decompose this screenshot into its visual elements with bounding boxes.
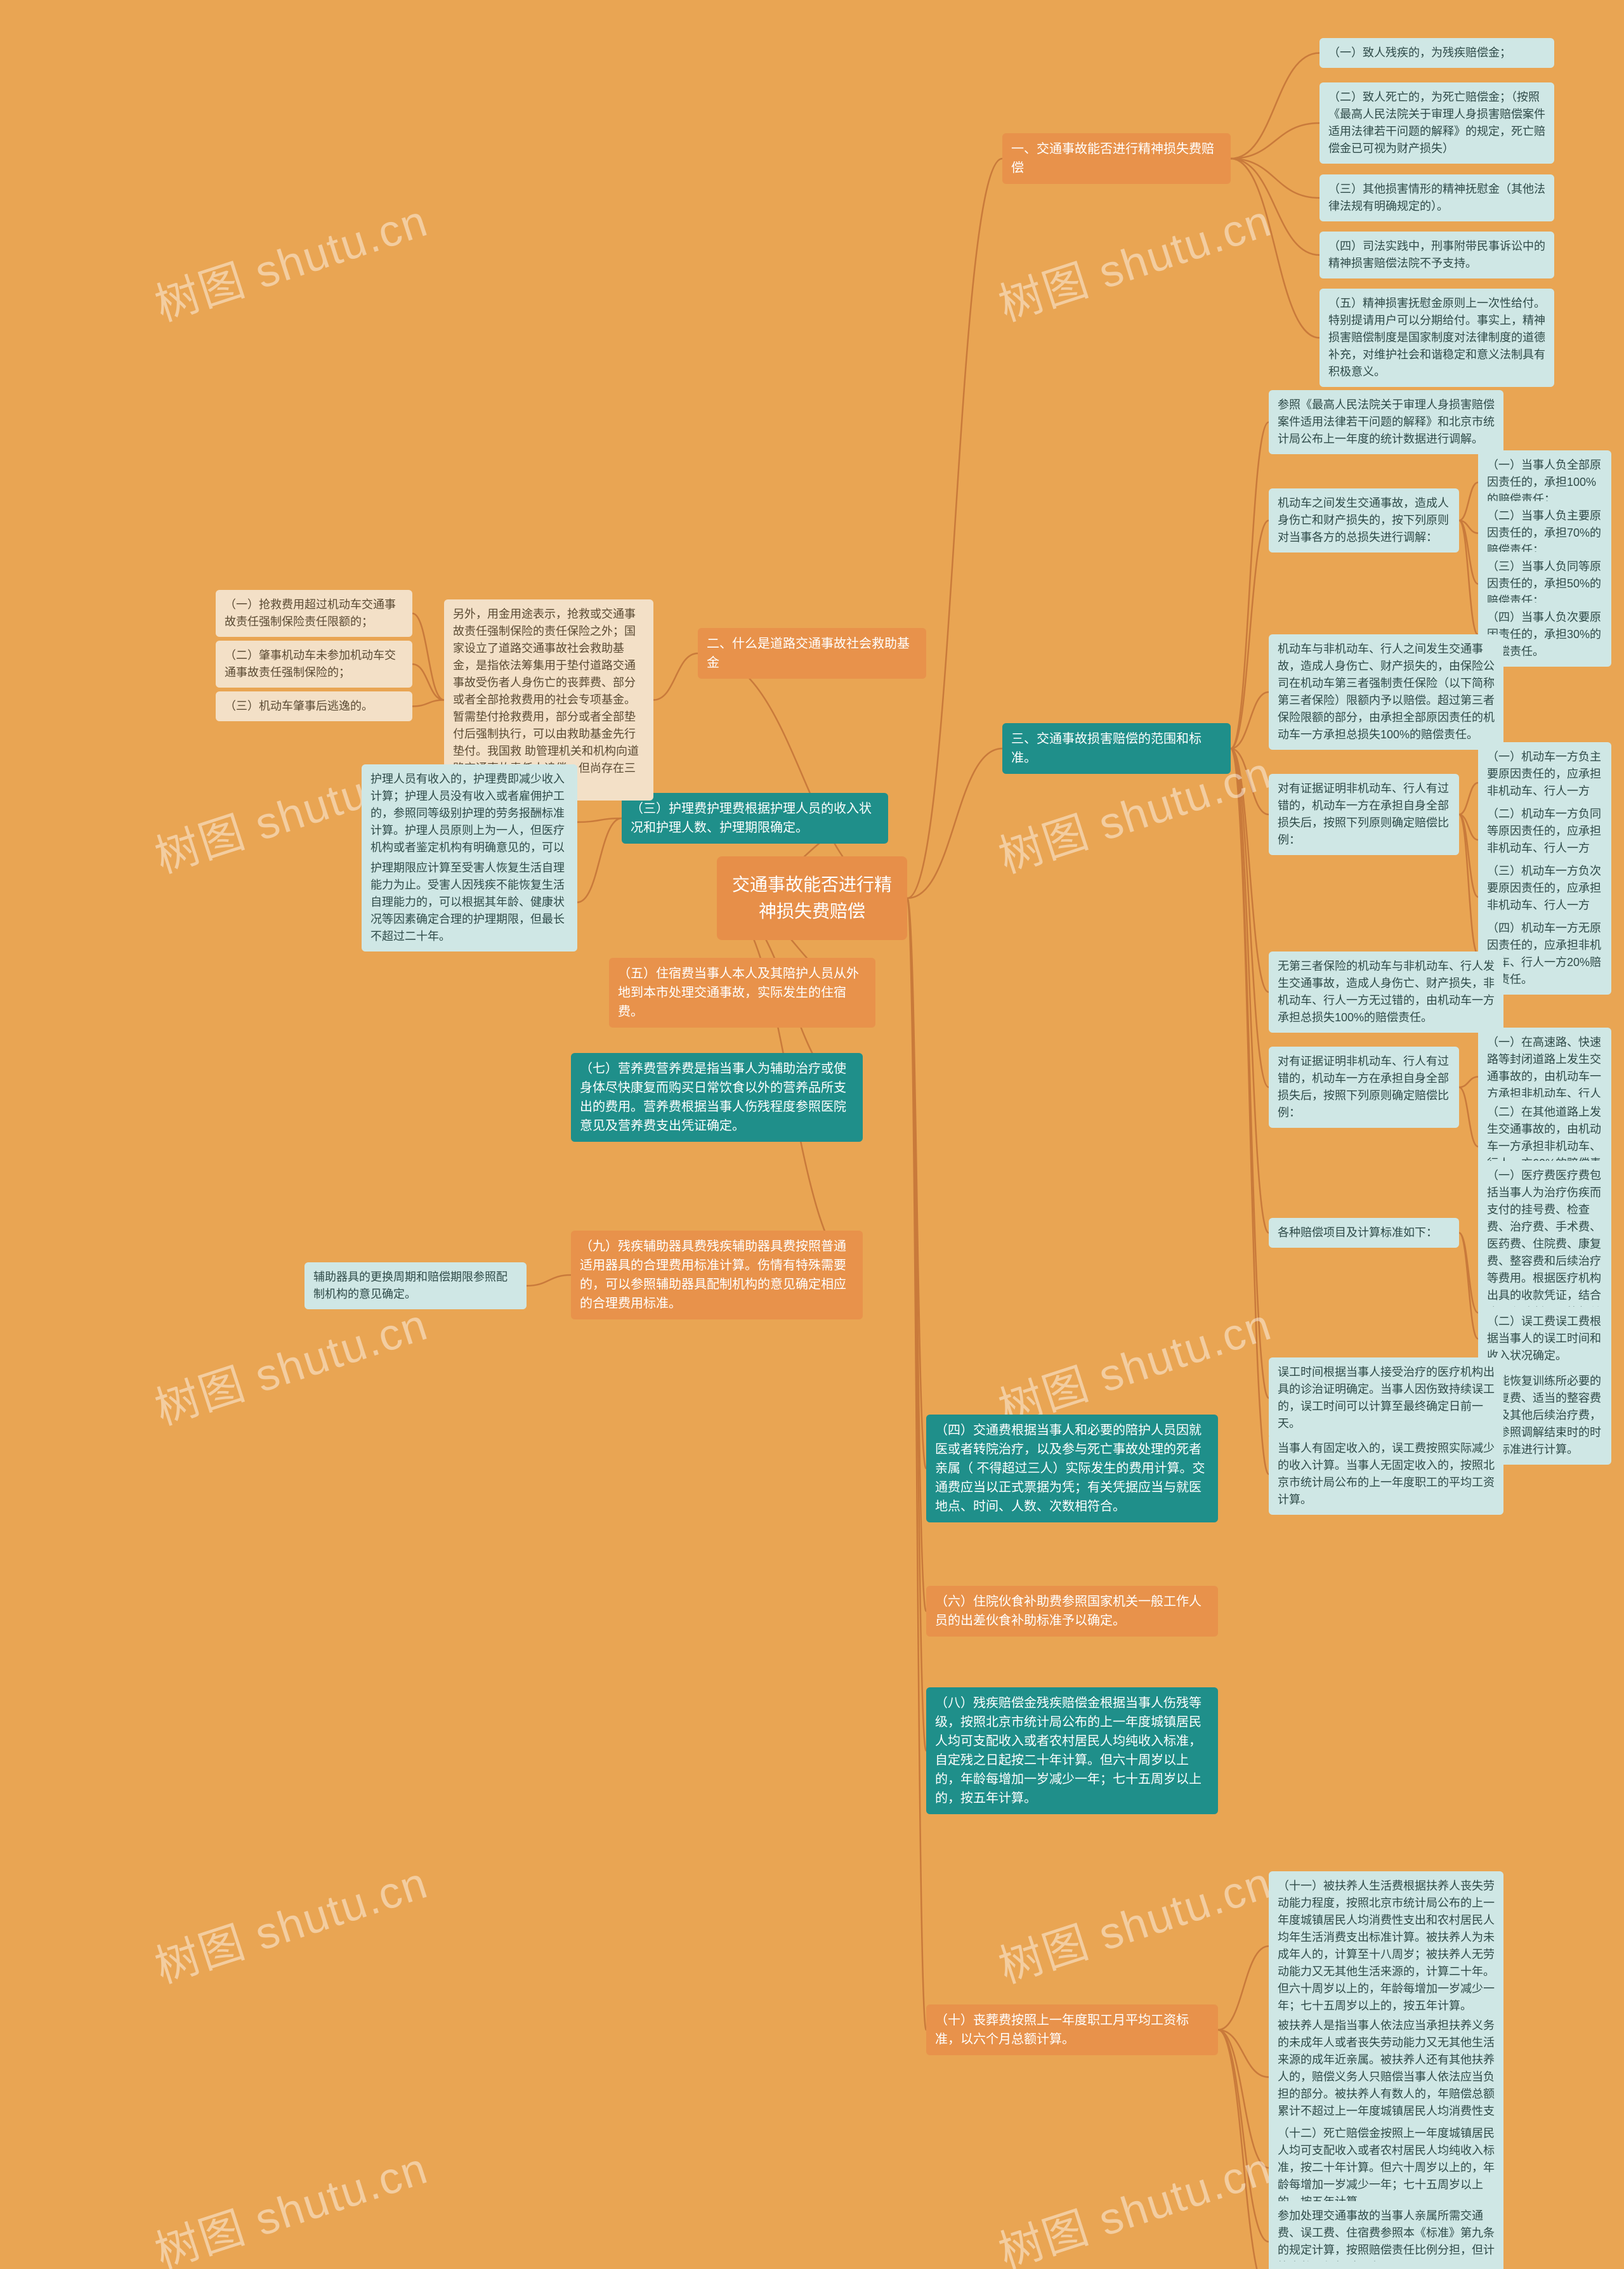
edge <box>412 664 444 700</box>
edge <box>412 613 444 700</box>
mindmap-node[interactable]: （五）精神损害抚慰金原则上一次性给付。特别提请用户可以分期给付。事实上，精神损害… <box>1320 289 1554 387</box>
edge <box>1218 2030 1269 2269</box>
mindmap-node[interactable]: 一、交通事故能否进行精神损失费赔偿 <box>1002 133 1231 184</box>
mindmap-node[interactable]: （二）肇事机动车未参加机动车交通事故责任强制保险的； <box>216 641 412 688</box>
mindmap-node[interactable]: （八）残疾赔偿金残疾赔偿金根据当事人伤残等级，按照北京市统计局公布的上一年度城镇… <box>926 1687 1218 1814</box>
mindmap-node[interactable]: （四）司法实践中，刑事附带民事诉讼中的精神损害赔偿法院不予支持。 <box>1320 232 1554 278</box>
edge <box>653 653 698 700</box>
edge <box>1231 159 1320 338</box>
edge <box>577 818 622 903</box>
mindmap-node[interactable]: 对有证据证明非机动车、行人有过错的，机动车一方在承担自身全部损失后，按照下列原则… <box>1269 1047 1459 1128</box>
mindmap-node[interactable]: （十一）被扶养人生活费根据扶养人丧失劳动能力程度，按照北京市统计局公布的上一年度… <box>1269 1871 1503 2021</box>
edge <box>1231 692 1269 749</box>
edge <box>527 1275 571 1286</box>
edge <box>1459 521 1478 533</box>
edge <box>1231 53 1320 159</box>
watermark: 树图 shutu.cn <box>146 185 435 334</box>
edge <box>1218 2030 1269 2077</box>
mindmap-node[interactable]: （二）致人死亡的，为死亡赔偿金；（按照《最高人民法院关于审理人身损害赔偿案件适用… <box>1320 82 1554 164</box>
watermark: 树图 shutu.cn <box>990 185 1278 334</box>
mindmap-node[interactable]: 辅助器具的更换周期和赔偿期限参照配制机构的意见确定。 <box>304 1262 527 1309</box>
edge <box>907 159 1002 898</box>
edge <box>1218 1946 1269 2030</box>
edge <box>1231 749 1269 1474</box>
edge <box>1231 422 1269 749</box>
mindmap-node[interactable]: （十）丧葬费按照上一年度职工月平均工资标准，以六个月总额计算。 <box>926 2004 1218 2055</box>
mindmap-node[interactable]: 机动车之间发生交通事故，造成人身伤亡和财产损失的，按下列原则对当事各方的总损失进… <box>1269 488 1459 553</box>
mindmap-node[interactable]: 三、交通事故损害赔偿的范围和标准。 <box>1002 723 1231 774</box>
watermark: 树图 shutu.cn <box>990 2133 1278 2269</box>
edge <box>1218 2030 1269 2242</box>
mindmap-node[interactable]: （六）住院伙食补助费参照国家机关一般工作人员的出差伙食补助标准予以确定。 <box>926 1586 1218 1637</box>
edge <box>1231 749 1269 1233</box>
mindmap-node[interactable]: 机动车与非机动车、行人之间发生交通事故，造成人身伤亡、财产损失的，由保险公司在机… <box>1269 634 1503 750</box>
watermark: 树图 shutu.cn <box>990 1847 1278 1996</box>
mindmap-node[interactable]: （三）护理费护理费根据护理人员的收入状况和护理人数、护理期限确定。 <box>622 793 888 844</box>
mindmap-node[interactable]: 各种赔偿项目及计算标准如下： <box>1269 1218 1459 1248</box>
edge <box>1459 814 1478 840</box>
edge <box>1231 159 1320 255</box>
edge <box>907 749 1002 898</box>
edge <box>1459 521 1478 635</box>
watermark: 树图 shutu.cn <box>146 1289 435 1437</box>
mindmap-canvas: 树图 shutu.cn 树图 shutu.cn 树图 shutu.cn 树图 shut… <box>0 0 1624 2269</box>
edge <box>1231 749 1269 1398</box>
mindmap-node[interactable]: （一）致人残疾的，为残疾赔偿金； <box>1320 38 1554 68</box>
edge <box>577 818 622 822</box>
edge <box>1459 1077 1478 1088</box>
mindmap-node[interactable]: （四）交通费根据当事人和必要的陪护人员因就医或者转院治疗，以及参与死亡事故处理的… <box>926 1415 1218 1522</box>
watermark: 树图 shutu.cn <box>146 2133 435 2269</box>
edge <box>1231 749 1269 992</box>
mindmap-node[interactable]: （七）营养费营养费是指当事人为辅助治疗或使身体尽快康复而购买日常饮食以外的营养品… <box>571 1053 863 1142</box>
edge <box>1231 521 1269 749</box>
mindmap-node[interactable]: 无第三者保险的机动车与非机动车、行人发生交通事故，造成人身伤亡、财产损失，非机动… <box>1269 951 1503 1033</box>
edge <box>907 898 926 1751</box>
mindmap-node[interactable]: 二、什么是道路交通事故社会救助基金 <box>698 628 926 679</box>
mindmap-node[interactable]: 误工时间根据当事人接受治疗的医疗机构出具的诊治证明确定。当事人因伤致持续误工的，… <box>1269 1357 1503 1439</box>
mindmap-node[interactable]: 参加处理交通事故的当事人亲属所需交通费、误工费、住宿费参照本《标准》第九条的规定… <box>1269 2201 1503 2269</box>
mindmap-node[interactable]: 对有证据证明非机动车、行人有过错的，机动车一方在承担自身全部损失后，按照下列原则… <box>1269 774 1459 855</box>
edge <box>1218 2030 1269 2168</box>
edge <box>1459 1087 1478 1147</box>
mindmap-node[interactable]: （三）机动车肇事后逃逸的。 <box>216 691 412 721</box>
edge <box>1459 814 1478 897</box>
edge <box>1231 749 1269 1087</box>
mindmap-node[interactable]: 参照《最高人民法院关于审理人身损害赔偿案件适用法律若干问题的解释》和北京市统计局… <box>1269 390 1503 454</box>
edge <box>907 898 926 2030</box>
edge <box>1459 783 1478 814</box>
edge <box>412 700 444 707</box>
edge <box>1231 749 1269 814</box>
mindmap-node[interactable]: 交通事故当事人或者死者近亲属要求赔偿精神损害抚慰金的，由当事人或者死者近亲属自行… <box>1269 2261 1503 2269</box>
mindmap-node[interactable]: （三）其他损害情形的精神抚慰金（其他法律法规有明确规定的）。 <box>1320 174 1554 221</box>
mindmap-node[interactable]: （一）抢救费用超过机动车交通事故责任强制保险责任限额的； <box>216 590 412 637</box>
watermark: 树图 shutu.cn <box>146 1847 435 1996</box>
mindmap-node[interactable]: 当事人有固定收入的，误工费按照实际减少的收入计算。当事人无固定收入的，按照北京市… <box>1269 1434 1503 1515</box>
mindmap-node[interactable]: 护理期限应计算至受害人恢复生活自理能力为止。受害人因残疾不能恢复生活自理能力的，… <box>362 853 577 951</box>
edge <box>907 898 926 1611</box>
mindmap-node[interactable]: 交通事故能否进行精神损失费赔偿 <box>717 856 907 940</box>
edge <box>1459 1233 1478 1313</box>
edge <box>1459 814 1478 954</box>
edge <box>1231 123 1320 159</box>
mindmap-node[interactable]: （五）住宿费当事人本人及其陪护人员从外地到本市处理交通事故，实际发生的住宿费。 <box>609 958 875 1028</box>
edge <box>1459 521 1478 584</box>
edge <box>1459 1233 1478 1339</box>
edge <box>1459 483 1478 521</box>
edge <box>907 898 926 1468</box>
mindmap-node[interactable]: （九）残疾辅助器具费残疾辅助器具费按照普通适用器具的合理费用标准计算。伤情有特殊… <box>571 1231 863 1319</box>
edge <box>1231 159 1320 198</box>
